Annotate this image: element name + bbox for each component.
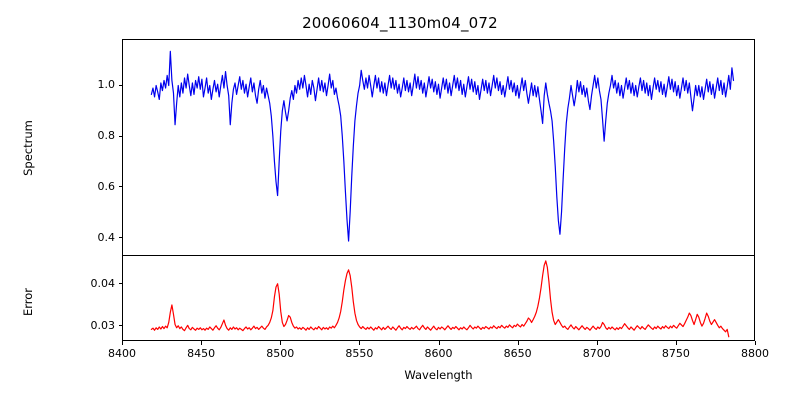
y-axis-spectrum-tick-label: 0.4 <box>97 230 116 244</box>
x-axis-tick-mark <box>596 341 598 345</box>
x-axis-tick-mark <box>201 341 203 345</box>
page-title: 20060604_1130m04_072 <box>302 14 498 32</box>
x-axis-tick-mark <box>122 341 123 345</box>
x-axis-tick-mark <box>359 341 361 345</box>
error-plot-axes <box>122 255 755 341</box>
x-axis-tick-label: 8700 <box>582 347 611 360</box>
x-axis-tick-mark <box>675 341 677 345</box>
x-axis-tick-mark <box>755 341 756 345</box>
x-axis-tick-mark <box>438 341 440 345</box>
x-axis-tick-mark <box>280 341 282 345</box>
x-axis-tick-label: 8650 <box>503 347 532 360</box>
x-axis-tick-label: 8800 <box>741 347 769 360</box>
y-axis-spectrum-tick-label: 0.6 <box>97 179 116 193</box>
x-axis-tick-label: 8450 <box>187 347 216 360</box>
x-axis-tick-label: 8600 <box>424 347 453 360</box>
spectrum-plot-axes <box>122 39 755 255</box>
y-axis-error-tick-label: 0.03 <box>90 318 116 332</box>
y-axis-spectrum-tick-label: 0.8 <box>97 129 116 143</box>
x-axis-tick-label: 8500 <box>266 347 295 360</box>
x-axis-tick-label: 8550 <box>345 347 374 360</box>
x-axis-label: Wavelength <box>404 368 473 382</box>
y-axis-label-error: Error <box>21 287 35 317</box>
y-axis-label-spectrum: Spectrum <box>21 120 35 176</box>
x-axis-tick-mark <box>517 341 519 345</box>
y-axis-spectrum-tick-label: 1.0 <box>97 78 116 92</box>
spectrum-line-series <box>123 40 754 255</box>
error-line-series <box>123 256 754 340</box>
x-axis-tick-label: 8400 <box>108 347 136 360</box>
x-axis-tick-label: 8750 <box>661 347 690 360</box>
y-axis-error-tick-label: 0.04 <box>90 276 116 290</box>
